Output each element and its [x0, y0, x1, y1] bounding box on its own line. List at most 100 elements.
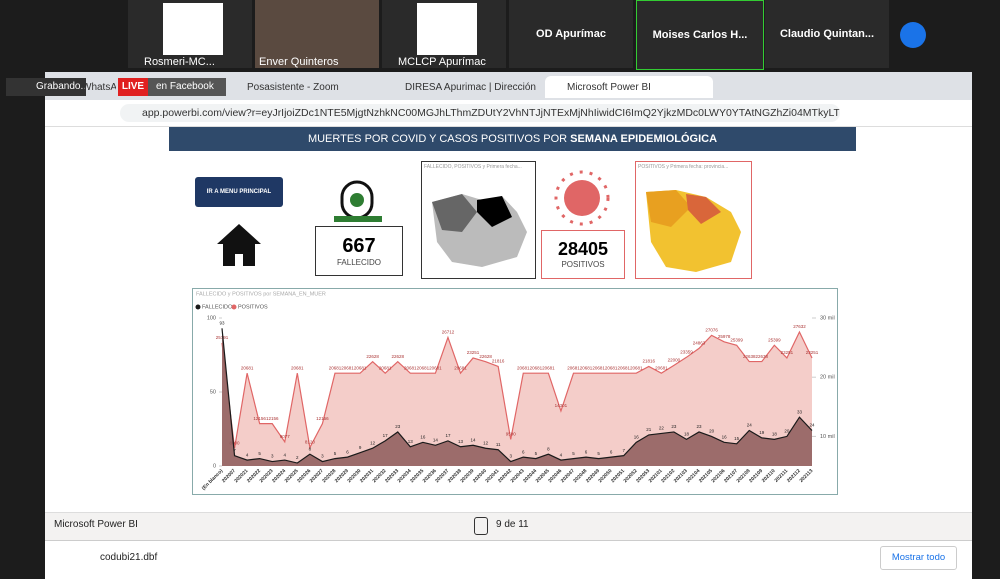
- tile: Moises Carlos H...: [636, 0, 764, 70]
- data-label: 19: [759, 430, 765, 435]
- data-label: 5: [535, 451, 538, 456]
- data-label: 24863: [693, 341, 706, 346]
- data-label: 27076: [705, 327, 718, 332]
- data-label: 20681: [404, 365, 417, 370]
- tab[interactable]: DIRESA Apurimac | Dirección Reg: [405, 81, 538, 93]
- data-label: 20681: [429, 365, 442, 370]
- data-label: 18: [772, 432, 778, 437]
- data-label: 20: [784, 429, 790, 434]
- data-label: 6: [522, 449, 525, 454]
- data-label: 22000: [668, 358, 681, 363]
- data-label: 11: [496, 442, 501, 447]
- legend-label: POSITIVOS: [238, 304, 268, 310]
- y-tick-label: 50: [210, 389, 216, 395]
- data-label: 23: [697, 424, 703, 429]
- chart: FALLECIDO y POSITIVOS por SEMANA_EN_MUER…: [192, 288, 838, 495]
- legend-label: FALLECIDO: [202, 304, 233, 310]
- tile: Enver Quinteros: [255, 0, 379, 68]
- next-button[interactable]: [900, 22, 926, 48]
- card-value: 28405: [557, 239, 609, 259]
- y2-tick-label: 10 mil: [820, 434, 835, 440]
- pbi-footer: [45, 512, 972, 541]
- participant: Claudio Quintan...: [779, 28, 875, 40]
- address-bar[interactable]: app.powerbi.com/view?r=eyJrIjoiZDc1NTE5M…: [120, 104, 840, 122]
- data-label: 23: [395, 424, 401, 429]
- data-label: 7: [622, 448, 625, 453]
- data-label: 5: [597, 451, 600, 456]
- data-label: 24: [747, 423, 753, 428]
- data-label: 24: [809, 423, 815, 428]
- map-title: POSITIVOS y Primera fecha: provincia...: [638, 164, 729, 170]
- live-target: en Facebook: [148, 78, 226, 96]
- page-indicator: 9 de 11: [496, 519, 529, 530]
- data-label: 12: [370, 440, 376, 445]
- data-label: 23359: [680, 350, 693, 355]
- data-label: 21: [646, 427, 652, 432]
- data-label: 6: [585, 449, 588, 454]
- y2-tick-label: 30 mil: [820, 315, 835, 321]
- data-label: 2: [296, 455, 299, 460]
- data-label: 23251: [806, 350, 819, 355]
- data-label: 27632: [793, 324, 806, 329]
- show-all[interactable]: Mostrar todo: [880, 546, 957, 570]
- data-label: 20681: [592, 365, 605, 370]
- data-label: 20681: [454, 365, 467, 370]
- data-label: 25399: [730, 337, 743, 342]
- data-label: 14: [471, 437, 477, 442]
- data-label: 21816: [492, 359, 505, 364]
- tile: MCLCP Apurímac: [382, 0, 506, 68]
- tile: OD Apurímac: [509, 0, 633, 68]
- data-label: 23251: [781, 350, 794, 355]
- data-label: 20681: [630, 365, 643, 370]
- data-label: 9077: [280, 434, 291, 439]
- line: [221, 330, 813, 450]
- home-icon: [217, 224, 261, 266]
- data-label: 20681: [617, 365, 630, 370]
- data-label: 33: [797, 409, 803, 414]
- download-file[interactable]: codubi21.dbf: [100, 552, 158, 563]
- map: FALLECIDO, POSITIVOS y Primera fecha...: [421, 161, 536, 279]
- data-label: 20681: [580, 365, 593, 370]
- menu-button[interactable]: IR A MENU PRINCIPAL: [195, 177, 283, 207]
- prev-page[interactable]: [474, 517, 488, 535]
- download-bar: [45, 540, 972, 579]
- recording: Grabando...: [6, 78, 89, 96]
- area: [222, 328, 812, 466]
- participant: Enver Quinteros: [259, 56, 339, 68]
- data-label: 5: [258, 451, 261, 456]
- title-bold: SEMANA EPIDEMIOLÓGICA: [570, 133, 718, 145]
- tab[interactable]: Posasistente - Zoom: [247, 81, 339, 93]
- map-shape: [646, 190, 741, 272]
- data-label: 17: [445, 433, 451, 438]
- live-badge: LIVE: [118, 78, 148, 96]
- card: 667 FALLECIDO: [315, 226, 403, 276]
- data-label: 20681: [567, 365, 580, 370]
- pbi-brand: Microsoft Power BI: [54, 519, 138, 530]
- y2-tick-label: 20 mil: [820, 375, 835, 381]
- line: [221, 328, 813, 464]
- tab[interactable]: WhatsApp: [82, 81, 116, 93]
- tile: Claudio Quintan...: [765, 0, 889, 68]
- data-label: 22638: [756, 354, 769, 359]
- data-label: 25399: [768, 337, 781, 342]
- data-label: 22628: [391, 354, 404, 359]
- chart-title: FALLECIDO y POSITIVOS por SEMANA_EN_MUER: [196, 291, 326, 297]
- card-label: POSITIVOS: [561, 260, 605, 269]
- data-label: 6: [346, 449, 349, 454]
- data-label: 20: [709, 429, 715, 434]
- title: MUERTES POR COVID Y CASOS POSITIVOS POR: [307, 133, 571, 145]
- data-label: 22638: [743, 354, 756, 359]
- data-label: 8120: [305, 440, 316, 445]
- legend-dot: [231, 304, 237, 310]
- tile: Rosmeri-MC...: [128, 0, 252, 68]
- data-label: 13: [458, 439, 464, 444]
- legend-dot: [195, 304, 201, 310]
- data-label: 5: [334, 451, 337, 456]
- data-label: 23: [671, 424, 677, 429]
- data-label: 26712: [442, 330, 455, 335]
- data-label: 8: [309, 446, 312, 451]
- card: 28405 POSITIVOS: [541, 230, 625, 279]
- tab[interactable]: Microsoft Power BI: [545, 76, 713, 98]
- map: POSITIVOS y Primera fecha: provincia...: [635, 161, 752, 279]
